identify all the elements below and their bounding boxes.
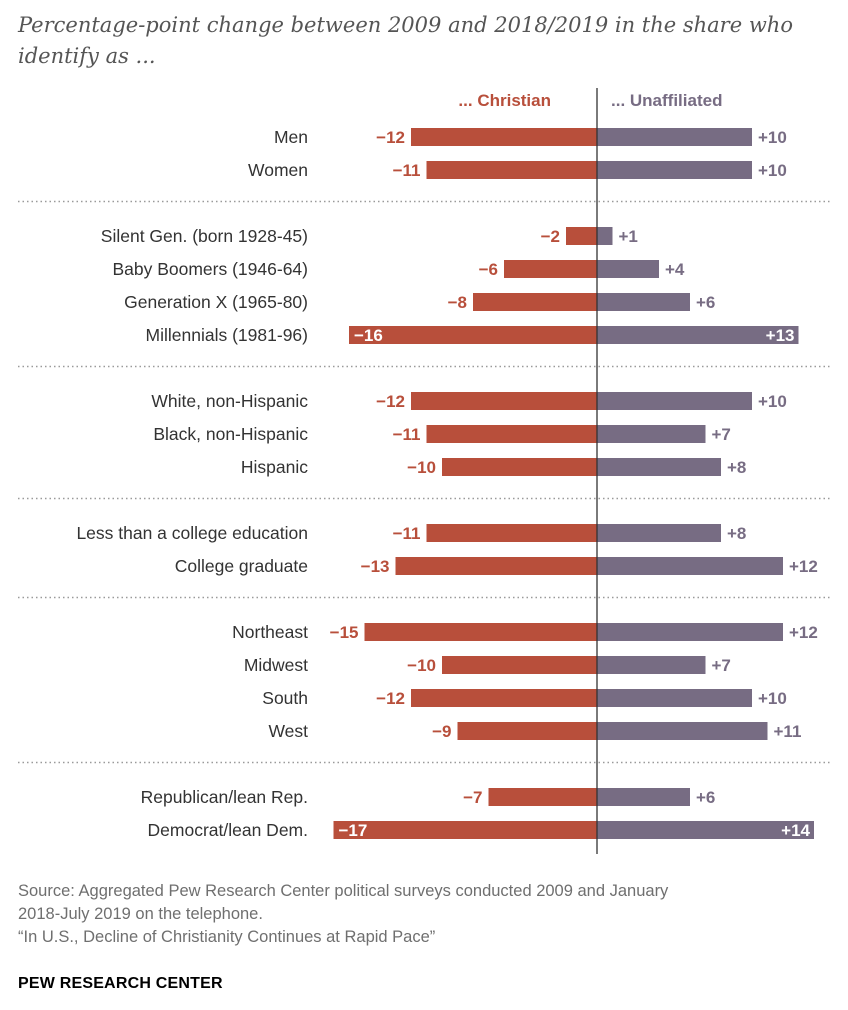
- value-label-unaffiliated: +4: [665, 260, 685, 279]
- category-label: Women: [248, 160, 308, 180]
- value-label-christian: −13: [361, 557, 390, 576]
- category-label: Republican/lean Rep.: [141, 787, 308, 807]
- bar-christian: [426, 161, 597, 179]
- value-label-christian: −11: [393, 524, 421, 543]
- value-label-unaffiliated: +12: [789, 557, 818, 576]
- bar-unaffiliated: [597, 689, 752, 707]
- bar-christian: [411, 128, 597, 146]
- category-label: Midwest: [244, 655, 308, 675]
- value-label-unaffiliated: +1: [619, 227, 638, 246]
- value-label-christian: −8: [448, 293, 467, 312]
- category-label: Silent Gen. (born 1928-45): [101, 226, 308, 246]
- bar-unaffiliated: [597, 326, 799, 344]
- bar-unaffiliated: [597, 161, 752, 179]
- value-label-christian: −15: [330, 623, 359, 642]
- bar-christian: [504, 260, 597, 278]
- category-label: West: [268, 721, 308, 741]
- bar-christian: [566, 227, 597, 245]
- bar-christian: [442, 656, 597, 674]
- value-label-unaffiliated: +10: [758, 392, 787, 411]
- value-label-christian: −16: [354, 326, 383, 345]
- category-label: Millennials (1981-96): [146, 325, 308, 345]
- value-label-unaffiliated: +8: [727, 458, 746, 477]
- value-label-christian: −10: [407, 656, 436, 675]
- category-label: Northeast: [232, 622, 308, 642]
- value-label-unaffiliated: +10: [758, 161, 787, 180]
- value-label-christian: −10: [407, 458, 436, 477]
- category-label: South: [262, 688, 308, 708]
- bar-unaffiliated: [597, 722, 768, 740]
- bar-christian: [395, 557, 597, 575]
- bar-unaffiliated: [597, 260, 659, 278]
- value-label-christian: −6: [479, 260, 498, 279]
- bar-christian: [426, 524, 597, 542]
- value-label-unaffiliated: +8: [727, 524, 746, 543]
- bar-unaffiliated: [597, 128, 752, 146]
- value-label-christian: −17: [339, 821, 368, 840]
- value-label-unaffiliated: +6: [696, 788, 715, 807]
- bar-unaffiliated: [597, 392, 752, 410]
- legend-unaffiliated: ... Unaffiliated: [611, 91, 722, 110]
- category-label: College graduate: [175, 556, 308, 576]
- bar-christian: [333, 821, 597, 839]
- source-note: Source: Aggregated Pew Research Center p…: [18, 880, 828, 949]
- value-label-unaffiliated: +12: [789, 623, 818, 642]
- bar-unaffiliated: [597, 293, 690, 311]
- bar-unaffiliated: [597, 458, 721, 476]
- bar-christian: [473, 293, 597, 311]
- bar-unaffiliated: [597, 557, 783, 575]
- bar-christian: [488, 788, 597, 806]
- value-label-christian: −2: [541, 227, 560, 246]
- value-label-unaffiliated: +7: [712, 425, 731, 444]
- category-label: Less than a college education: [76, 523, 308, 543]
- brand-logo-text: PEW RESEARCH CENTER: [18, 975, 223, 992]
- category-label: Baby Boomers (1946-64): [112, 259, 308, 279]
- category-label: Black, non-Hispanic: [153, 424, 308, 444]
- category-label: Democrat/lean Dem.: [148, 820, 308, 840]
- category-label: Hispanic: [241, 457, 308, 477]
- value-label-unaffiliated: +7: [712, 656, 731, 675]
- category-label: White, non-Hispanic: [151, 391, 308, 411]
- bar-unaffiliated: [597, 656, 706, 674]
- value-label-unaffiliated: +11: [774, 722, 802, 741]
- source-line-1: Source: Aggregated Pew Research Center p…: [18, 882, 669, 900]
- value-label-christian: −7: [463, 788, 482, 807]
- diverging-bar-chart: ... Christian ... Unaffiliated Men −12 +10 Wo…: [18, 88, 830, 854]
- value-label-unaffiliated: +10: [758, 689, 787, 708]
- bar-unaffiliated: [597, 425, 706, 443]
- bar-christian: [411, 392, 597, 410]
- value-label-christian: −12: [376, 128, 405, 147]
- bar-christian: [364, 623, 597, 641]
- bar-unaffiliated: [597, 821, 814, 839]
- value-label-christian: −11: [393, 425, 421, 444]
- bar-unaffiliated: [597, 788, 690, 806]
- category-label: Men: [274, 127, 308, 147]
- source-line-2: 2018-July 2019 on the telephone.: [18, 905, 263, 923]
- bar-christian: [411, 689, 597, 707]
- value-label-unaffiliated: +6: [696, 293, 715, 312]
- bar-christian: [349, 326, 597, 344]
- bar-unaffiliated: [597, 524, 721, 542]
- source-line-3: “In U.S., Decline of Christianity Contin…: [18, 928, 436, 946]
- bar-christian: [457, 722, 597, 740]
- category-label: Generation X (1965-80): [124, 292, 308, 312]
- bar-unaffiliated: [597, 623, 783, 641]
- value-label-christian: −11: [393, 161, 421, 180]
- legend-christian: ... Christian: [458, 91, 551, 110]
- value-label-christian: −12: [376, 689, 405, 708]
- chart-title: Percentage-point change between 2009 and…: [18, 13, 793, 68]
- value-label-unaffiliated: +13: [766, 326, 795, 345]
- value-label-christian: −9: [432, 722, 451, 741]
- value-label-christian: −12: [376, 392, 405, 411]
- value-label-unaffiliated: +14: [781, 821, 810, 840]
- bar-unaffiliated: [597, 227, 613, 245]
- bar-christian: [426, 425, 597, 443]
- value-label-unaffiliated: +10: [758, 128, 787, 147]
- bar-christian: [442, 458, 597, 476]
